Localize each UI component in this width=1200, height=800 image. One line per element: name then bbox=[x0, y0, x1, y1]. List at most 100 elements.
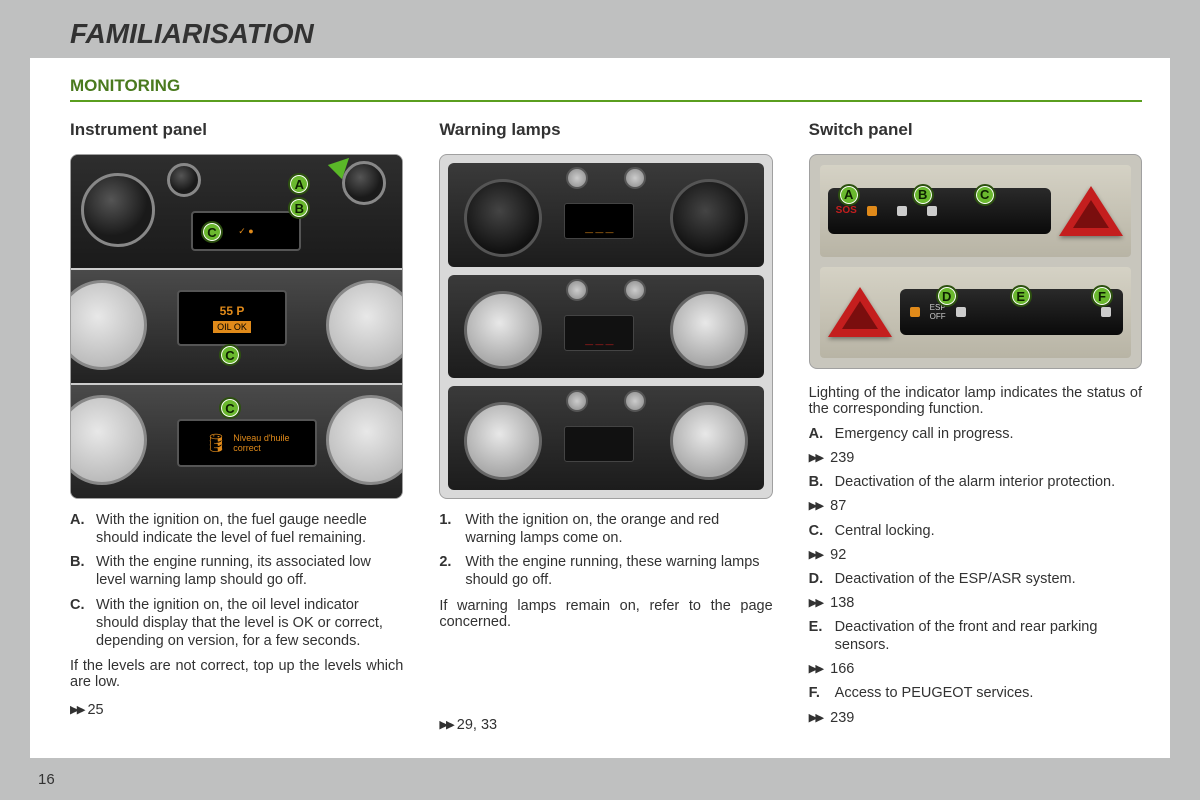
page-ref: ▶▶ 87 bbox=[809, 497, 1142, 515]
ref-icon: ▶▶ bbox=[809, 710, 822, 726]
col3-intro: Lighting of the indicator lamp indicates… bbox=[809, 385, 1142, 417]
list-item: F.Access to PEUGEOT services. bbox=[809, 684, 1142, 702]
col2-heading: Warning lamps bbox=[439, 120, 772, 140]
item-key: E. bbox=[809, 618, 835, 654]
gauge-icon bbox=[70, 395, 147, 485]
list-item: B.Deactivation of the alarm interior pro… bbox=[809, 473, 1142, 491]
gauge-icon bbox=[70, 280, 147, 370]
callout-d: D bbox=[936, 285, 958, 307]
display-screen: 55 P OIL OK bbox=[177, 290, 287, 346]
content-panel: MONITORING Instrument panel ✓ ● A B C bbox=[30, 58, 1170, 758]
callout-b: B bbox=[288, 197, 310, 219]
warning-lamps-figure: — — — — — — bbox=[439, 154, 772, 499]
item-key: B. bbox=[809, 473, 835, 491]
item-key: 1. bbox=[439, 511, 465, 547]
button-strip: ESPOFF D E F bbox=[900, 289, 1123, 335]
item-key: B. bbox=[70, 553, 96, 589]
gauge-icon bbox=[624, 167, 646, 189]
button-icon bbox=[910, 307, 920, 317]
item-text: Deactivation of the alarm interior prote… bbox=[835, 473, 1142, 491]
page-number: 16 bbox=[38, 771, 55, 788]
gauge-icon bbox=[81, 173, 155, 247]
callout-f: F bbox=[1091, 285, 1113, 307]
list-item: C.Central locking. bbox=[809, 522, 1142, 540]
item-key: 2. bbox=[439, 553, 465, 589]
tachometer-icon bbox=[670, 402, 748, 480]
item-key: A. bbox=[70, 511, 96, 547]
display-screen: — — — bbox=[564, 203, 634, 239]
columns: Instrument panel ✓ ● A B C bbox=[70, 120, 1142, 733]
instrument-panel-figure: ✓ ● A B C 55 P OIL OK C bbox=[70, 154, 403, 499]
ref-number: 239 bbox=[830, 450, 854, 466]
ref-number: 166 bbox=[830, 661, 854, 677]
hazard-triangle-icon bbox=[1059, 186, 1123, 236]
page-title: FAMILIARISATION bbox=[0, 0, 1200, 58]
button-icon bbox=[956, 307, 966, 317]
ref-number: 138 bbox=[830, 595, 854, 611]
col-warning-lamps: Warning lamps — — — — — — bbox=[439, 120, 772, 733]
callout-a: A bbox=[288, 173, 310, 195]
hazard-triangle-icon bbox=[828, 287, 892, 337]
page-ref: ▶▶ 239 bbox=[809, 709, 1142, 727]
screen-line2: correct bbox=[233, 443, 289, 453]
item-key: C. bbox=[70, 596, 96, 650]
col1-page-ref: ▶▶25 bbox=[70, 702, 403, 718]
ip-row-2: 55 P OIL OK C bbox=[71, 270, 402, 385]
item-text: Central locking. bbox=[835, 522, 1142, 540]
ref-number: 25 bbox=[87, 702, 103, 718]
item-text: With the ignition on, the fuel gauge nee… bbox=[96, 511, 403, 547]
col3-list: A.Emergency call in progress.▶▶ 239B.Dea… bbox=[809, 425, 1142, 733]
col2-note: If warning lamps remain on, refer to the… bbox=[439, 598, 772, 630]
callout-c: C bbox=[219, 397, 241, 419]
section-rule bbox=[70, 100, 1142, 102]
col-switch-panel: Switch panel SOS A B C bbox=[809, 120, 1142, 733]
col1-list: A.With the ignition on, the fuel gauge n… bbox=[70, 511, 403, 656]
wl-row-3 bbox=[448, 386, 763, 490]
callout-c: C bbox=[201, 221, 223, 243]
button-icon bbox=[927, 206, 937, 216]
page-ref: ▶▶ 239 bbox=[809, 449, 1142, 467]
col3-heading: Switch panel bbox=[809, 120, 1142, 140]
tachometer-icon bbox=[670, 179, 748, 257]
list-item: D.Deactivation of the ESP/ASR system. bbox=[809, 570, 1142, 588]
ip-row-1: ✓ ● A B C bbox=[71, 155, 402, 270]
ref-number: 239 bbox=[830, 710, 854, 726]
page-ref: ▶▶ 92 bbox=[809, 546, 1142, 564]
item-text: With the engine running, its associated … bbox=[96, 553, 403, 589]
gauge-icon bbox=[167, 163, 201, 197]
screen-line1: 55 P bbox=[220, 304, 245, 318]
item-text: Deactivation of the front and rear parki… bbox=[835, 618, 1142, 654]
col-instrument-panel: Instrument panel ✓ ● A B C bbox=[70, 120, 403, 733]
item-text: With the ignition on, the oil level indi… bbox=[96, 596, 403, 650]
ref-icon: ▶▶ bbox=[809, 661, 822, 677]
gauge-icon bbox=[566, 390, 588, 412]
col2-list: 1.With the ignition on, the orange and r… bbox=[439, 511, 772, 596]
callout-c: C bbox=[974, 184, 996, 206]
gauge-icon bbox=[624, 279, 646, 301]
list-item: E.Deactivation of the front and rear par… bbox=[809, 618, 1142, 654]
spacer bbox=[439, 638, 772, 713]
display-screen bbox=[564, 426, 634, 462]
wl-row-2: — — — bbox=[448, 275, 763, 379]
sos-label: SOS bbox=[836, 205, 857, 216]
item-text: With the engine running, these warning l… bbox=[465, 553, 772, 589]
ip-row-3: 🛢 Niveau d'huile correct C bbox=[71, 385, 402, 498]
item-text: Emergency call in progress. bbox=[835, 425, 1142, 443]
section-title: MONITORING bbox=[70, 76, 1142, 96]
speedometer-icon bbox=[464, 291, 542, 369]
callout-e: E bbox=[1010, 285, 1032, 307]
ref-icon: ▶▶ bbox=[809, 595, 822, 611]
col1-heading: Instrument panel bbox=[70, 120, 403, 140]
page-ref: ▶▶ 166 bbox=[809, 660, 1142, 678]
ref-icon: ▶▶ bbox=[809, 498, 822, 514]
ref-icon: ▶▶ bbox=[809, 450, 822, 466]
wl-row-1: — — — bbox=[448, 163, 763, 267]
ref-number: 29, 33 bbox=[457, 717, 497, 733]
display-screen: — — — bbox=[564, 315, 634, 351]
list-item: 2.With the engine running, these warning… bbox=[439, 553, 772, 589]
speedometer-icon bbox=[464, 402, 542, 480]
list-item: 1.With the ignition on, the orange and r… bbox=[439, 511, 772, 547]
gauge-icon bbox=[566, 167, 588, 189]
button-icon bbox=[897, 206, 907, 216]
list-item: C.With the ignition on, the oil level in… bbox=[70, 596, 403, 650]
